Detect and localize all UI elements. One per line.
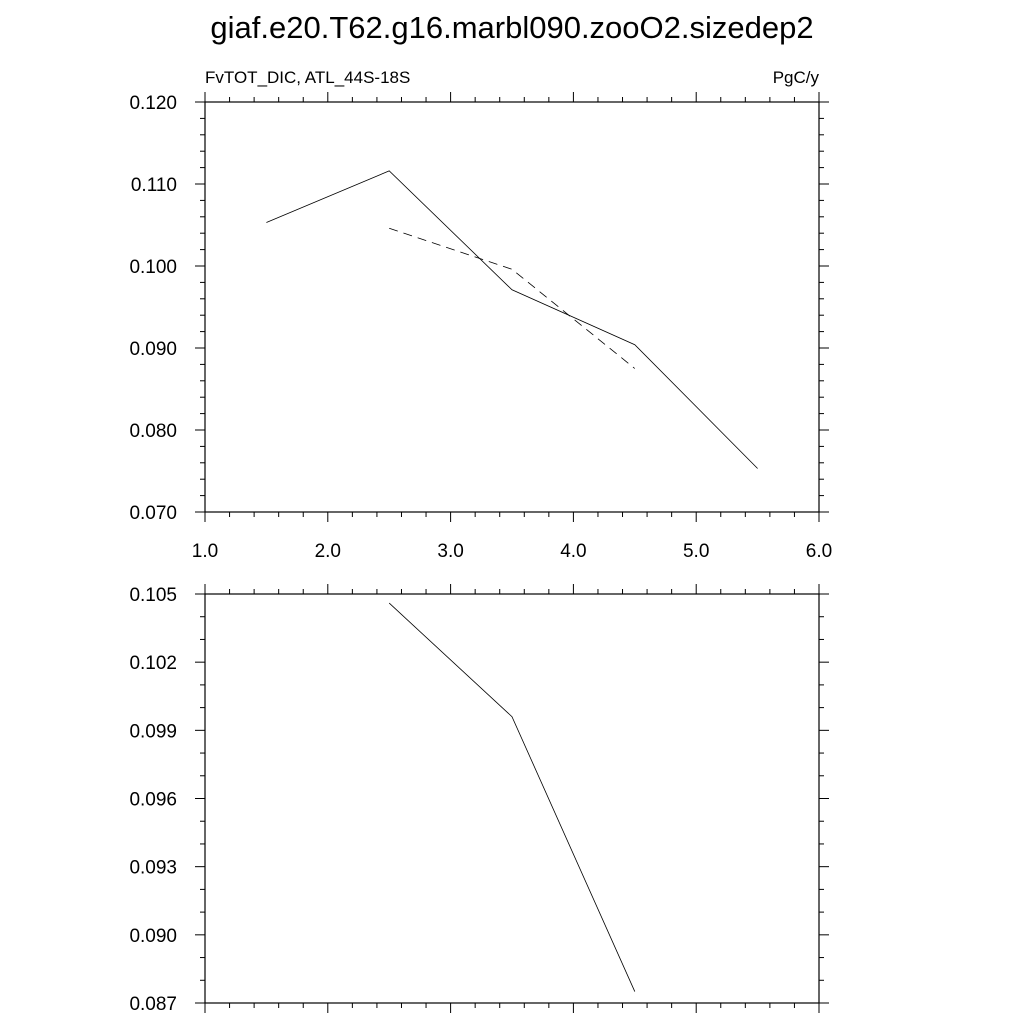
top-panel: FvTOT_DIC, ATL_44S-18S PgC/y 1.0 2.0 3.0 4.… xyxy=(129,68,832,562)
bottom-y-tick-label: 0.102 xyxy=(129,653,177,674)
top-y-tick-label: 0.110 xyxy=(131,175,177,196)
top-x-tick-label: 5.0 xyxy=(683,541,709,562)
bottom-panel: 0.087 0.090 0.093 0.096 0.099 0.102 0.105 xyxy=(129,584,829,1015)
figure-title: giaf.e20.T62.g16.marbl090.zooO2.sizedep2 xyxy=(210,10,813,45)
top-series-2-dashed-line xyxy=(389,227,636,369)
top-x-tick-label: 1.0 xyxy=(192,541,218,562)
top-y-tick-label: 0.070 xyxy=(129,503,177,524)
top-x-tick-label: 3.0 xyxy=(437,541,463,562)
bottom-y-tick-label: 0.090 xyxy=(129,926,177,947)
top-y-tick-label: 0.080 xyxy=(129,421,177,442)
bottom-y-tick-label: 0.105 xyxy=(129,585,177,606)
top-y-tick-label: 0.100 xyxy=(129,257,177,278)
top-y-tick-label: 0.120 xyxy=(129,93,177,114)
bottom-plot-frame xyxy=(204,593,820,1004)
bottom-series-1-solid-line xyxy=(388,602,636,992)
top-panel-units-label: PgC/y xyxy=(773,68,820,87)
top-x-tick-label: 6.0 xyxy=(806,541,832,562)
top-x-tick-label: 2.0 xyxy=(315,541,341,562)
top-y-tick-label: 0.090 xyxy=(129,339,177,360)
top-panel-left-label: FvTOT_DIC, ATL_44S-18S xyxy=(205,68,410,87)
bottom-y-tick-label: 0.099 xyxy=(129,721,177,742)
bottom-y-tick-label: 0.093 xyxy=(129,858,177,879)
top-series-1-solid-line xyxy=(266,170,758,469)
bottom-y-tick-label: 0.087 xyxy=(129,994,177,1015)
bottom-y-tick-label: 0.096 xyxy=(129,790,177,811)
top-x-tick-label: 4.0 xyxy=(560,541,586,562)
top-plot-frame xyxy=(204,101,820,513)
